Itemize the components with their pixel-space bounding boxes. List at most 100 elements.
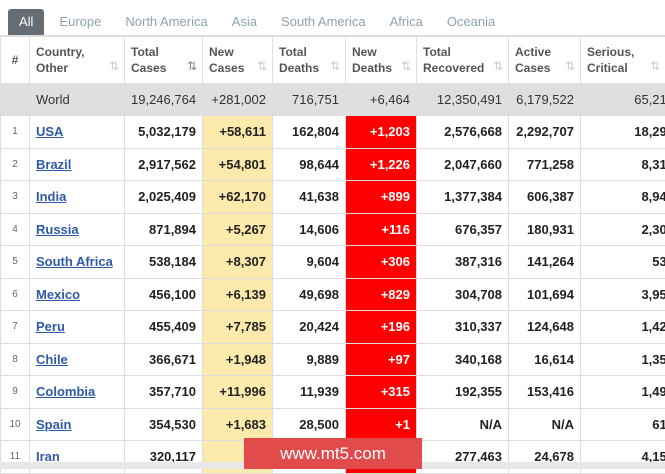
row-rank — [1, 84, 30, 116]
country-name: World — [30, 84, 125, 116]
total-deaths-cell: 11,939 — [273, 376, 346, 409]
new-deaths-cell: +6,464 — [346, 84, 417, 116]
new-cases-cell: +54,801 — [203, 148, 273, 181]
row-rank: 1 — [1, 116, 30, 149]
tab-europe[interactable]: Europe — [50, 9, 110, 35]
total-deaths-cell: 14,606 — [273, 213, 346, 246]
sort-icon[interactable]: ⇅ — [330, 58, 340, 74]
column-header-country[interactable]: Country,Other⇅ — [30, 37, 125, 84]
country-link[interactable]: Peru — [36, 319, 65, 334]
new-deaths-cell: +1,203 — [346, 116, 417, 149]
new-cases-cell: +6,139 — [203, 278, 273, 311]
new-deaths-cell: +1 — [346, 408, 417, 441]
region-tabs: All Europe North America Asia South Amer… — [0, 0, 665, 36]
total-recovered-cell: 1,377,384 — [417, 181, 509, 214]
sort-desc-icon[interactable]: ⇅ — [187, 58, 197, 74]
new-cases-cell: +7,785 — [203, 311, 273, 344]
total-cases-cell: 538,184 — [125, 246, 203, 279]
serious-critical-cell: 18,296 — [581, 116, 665, 149]
tab-oceania[interactable]: Oceania — [438, 9, 504, 35]
tab-north-america[interactable]: North America — [116, 9, 216, 35]
total-cases-cell: 455,409 — [125, 311, 203, 344]
new-deaths-cell: +97 — [346, 343, 417, 376]
row-rank: 10 — [1, 408, 30, 441]
total-deaths-cell: 20,424 — [273, 311, 346, 344]
tab-africa[interactable]: Africa — [381, 9, 432, 35]
new-cases-cell: +281,002 — [203, 84, 273, 116]
total-deaths-cell: 98,644 — [273, 148, 346, 181]
serious-critical-cell: 2,300 — [581, 213, 665, 246]
serious-critical-cell: 617 — [581, 408, 665, 441]
serious-critical-cell: 65,218 — [581, 84, 665, 116]
row-rank: 8 — [1, 343, 30, 376]
total-cases-cell: 354,530 — [125, 408, 203, 441]
new-cases-cell: +62,170 — [203, 181, 273, 214]
row-rank: 3 — [1, 181, 30, 214]
serious-critical-cell: 1,358 — [581, 343, 665, 376]
country-link[interactable]: Mexico — [36, 287, 80, 302]
country-link[interactable]: Spain — [36, 417, 71, 432]
new-deaths-cell: +829 — [346, 278, 417, 311]
total-recovered-cell: N/A — [417, 408, 509, 441]
sort-icon[interactable]: ⇅ — [401, 58, 411, 74]
new-cases-cell: +58,611 — [203, 116, 273, 149]
country-cell: Colombia — [30, 376, 125, 409]
column-header-serious-critical[interactable]: Serious,Critical⇅ — [581, 37, 665, 84]
new-cases-cell: +8,307 — [203, 246, 273, 279]
total-recovered-cell: 310,337 — [417, 311, 509, 344]
total-recovered-cell: 676,357 — [417, 213, 509, 246]
country-link[interactable]: Colombia — [36, 384, 95, 399]
active-cases-cell: 771,258 — [509, 148, 581, 181]
active-cases-cell: 606,387 — [509, 181, 581, 214]
sort-icon[interactable]: ⇅ — [257, 58, 267, 74]
serious-critical-cell: 8,318 — [581, 148, 665, 181]
serious-critical-cell: 3,951 — [581, 278, 665, 311]
tab-south-america[interactable]: South America — [272, 9, 375, 35]
new-deaths-cell: +1,226 — [346, 148, 417, 181]
sort-icon[interactable]: ⇅ — [650, 58, 660, 74]
new-deaths-cell: +116 — [346, 213, 417, 246]
active-cases-cell: N/A — [509, 408, 581, 441]
country-link[interactable]: India — [36, 189, 66, 204]
sort-icon[interactable]: ⇅ — [109, 58, 119, 74]
tab-asia[interactable]: Asia — [223, 9, 266, 35]
row-rank: 4 — [1, 213, 30, 246]
serious-critical-cell: 539 — [581, 246, 665, 279]
tab-all[interactable]: All — [8, 9, 44, 35]
total-deaths-cell: 41,638 — [273, 181, 346, 214]
total-cases-cell: 5,032,179 — [125, 116, 203, 149]
total-deaths-cell: 9,889 — [273, 343, 346, 376]
sort-icon[interactable]: ⇅ — [565, 58, 575, 74]
total-deaths-cell: 9,604 — [273, 246, 346, 279]
country-link[interactable]: USA — [36, 124, 63, 139]
row-rank: 7 — [1, 311, 30, 344]
country-link[interactable]: Brazil — [36, 157, 71, 172]
column-header-rank[interactable]: # — [1, 37, 30, 84]
total-deaths-cell: 28,500 — [273, 408, 346, 441]
serious-critical-cell: 1,493 — [581, 376, 665, 409]
new-deaths-cell: +306 — [346, 246, 417, 279]
active-cases-cell: 153,416 — [509, 376, 581, 409]
row-rank: 5 — [1, 246, 30, 279]
sort-icon[interactable]: ⇅ — [493, 58, 503, 74]
active-cases-cell: 16,614 — [509, 343, 581, 376]
country-link[interactable]: South Africa — [36, 254, 113, 269]
country-cell: Peru — [30, 311, 125, 344]
country-link[interactable]: Russia — [36, 222, 79, 237]
watermark-banner: www.mt5.com — [244, 438, 422, 469]
country-link[interactable]: Chile — [36, 352, 68, 367]
